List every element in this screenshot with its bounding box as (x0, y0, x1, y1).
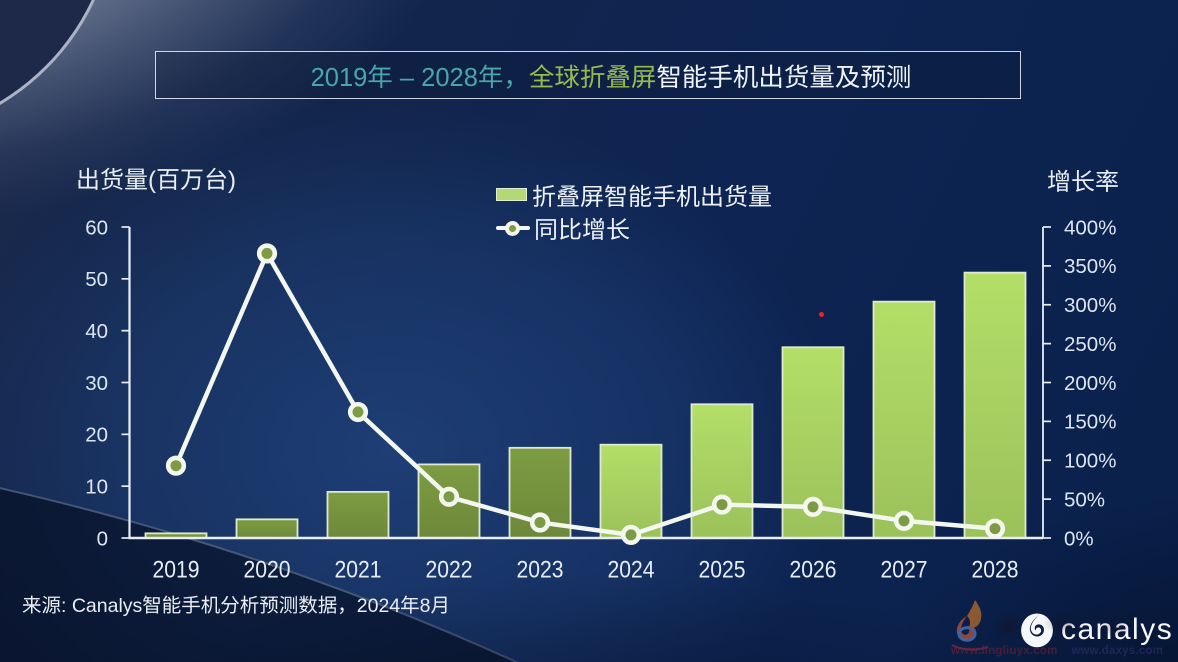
left-tick-label-20: 20 (85, 424, 108, 447)
left-tick-label-0: 0 (97, 527, 108, 550)
growth-marker-2025 (711, 494, 733, 515)
left-tick-label-60: 60 (85, 216, 108, 239)
title-rest: 智能手机出货量及预测 (656, 63, 912, 92)
growth-line (173, 251, 998, 538)
right-tick-label-350%: 350% (1064, 255, 1116, 278)
x-label-2026: 2026 (790, 557, 837, 584)
right-tick-label-200%: 200% (1064, 372, 1116, 395)
bar-2025 (690, 403, 754, 539)
left-tick-label-10: 10 (85, 475, 108, 498)
bar-2021 (326, 490, 390, 539)
canalys-logo-icon (1021, 613, 1053, 648)
bar-2020 (235, 518, 299, 539)
watermark-urls: www.lingliuyx.com www.daxys.com (951, 645, 1163, 657)
flame-red-arc (951, 644, 989, 651)
canalys-icon-disc (1021, 613, 1053, 648)
bar-2024 (599, 443, 663, 539)
right-tick-label-0%: 0% (1064, 527, 1094, 550)
right-tick-label-400%: 400% (1064, 216, 1116, 239)
canalys-logo: canalys (1020, 612, 1173, 648)
bar-2028 (963, 271, 1027, 539)
red-dot-annotation (818, 311, 824, 317)
source-note: 来源: Canalys智能手机分析预测数据，2024年8月 (22, 595, 451, 617)
watermark-url-right: www.daxys.com (1071, 645, 1163, 657)
bar-2027 (872, 300, 936, 539)
canalys-logo-text: canalys (1061, 613, 1173, 647)
x-label-2021: 2021 (335, 557, 382, 584)
right-tick-label-150%: 150% (1064, 411, 1116, 434)
x-label-2027: 2027 (881, 557, 928, 584)
legend-marker-dot-icon (504, 220, 520, 236)
growth-marker-2026 (802, 496, 824, 518)
left-tick-label-30: 30 (85, 372, 108, 395)
x-label-2024: 2024 (608, 557, 655, 584)
growth-marker-2020 (256, 243, 278, 264)
growth-marker-2022 (438, 486, 460, 507)
growth-marker-2021 (347, 401, 369, 423)
growth-marker-2023 (529, 512, 551, 533)
growth-marker-2019 (165, 455, 187, 476)
chart-title-box: 2019年 – 2028年，全球折叠屏智能手机出货量及预测 (155, 51, 1021, 99)
watermark-smudge (994, 606, 1144, 648)
growth-marker-2028 (984, 518, 1006, 539)
legend-item-shipments: 折叠屏智能手机出货量 (496, 181, 772, 211)
x-label-2019: 2019 (153, 557, 200, 584)
title-year-range: 2019年 – 2028年， (310, 63, 529, 92)
growth-marker-2027 (893, 510, 915, 531)
left-axis-title: 出货量(百万台) (76, 167, 236, 194)
watermark-url-left: www.lingliuyx.com (951, 645, 1058, 657)
x-label-2022: 2022 (426, 557, 473, 584)
legend-bar-swatch (496, 187, 527, 201)
watermark-flame-icon (951, 600, 989, 651)
title-highlight: 全球折叠屏 (528, 63, 657, 92)
x-label-2020: 2020 (244, 557, 291, 584)
legend-line-label: 同比增长 (534, 216, 630, 244)
right-tick-label-100%: 100% (1064, 450, 1116, 473)
legend-bar-label: 折叠屏智能手机出货量 (532, 183, 772, 211)
flame-blue-ring (957, 626, 977, 642)
left-tick-label-40: 40 (85, 320, 108, 343)
legend: 折叠屏智能手机出货量 同比增长 (496, 181, 772, 244)
x-label-2028: 2028 (972, 557, 1019, 584)
x-label-2023: 2023 (517, 557, 564, 584)
right-tick-label-50%: 50% (1064, 488, 1105, 511)
right-axis-title: 增长率 (1047, 169, 1119, 196)
left-tick-label-50: 50 (85, 268, 108, 291)
legend-line-marker-icon (496, 218, 530, 236)
right-tick-label-300%: 300% (1064, 294, 1116, 317)
right-tick-label-250%: 250% (1064, 333, 1116, 356)
growth-marker-2024 (620, 524, 642, 545)
chart-title: 2019年 – 2028年，全球折叠屏智能手机出货量及预测 (311, 57, 912, 94)
legend-item-growth: 同比增长 (496, 214, 772, 244)
x-label-2025: 2025 (699, 557, 746, 584)
